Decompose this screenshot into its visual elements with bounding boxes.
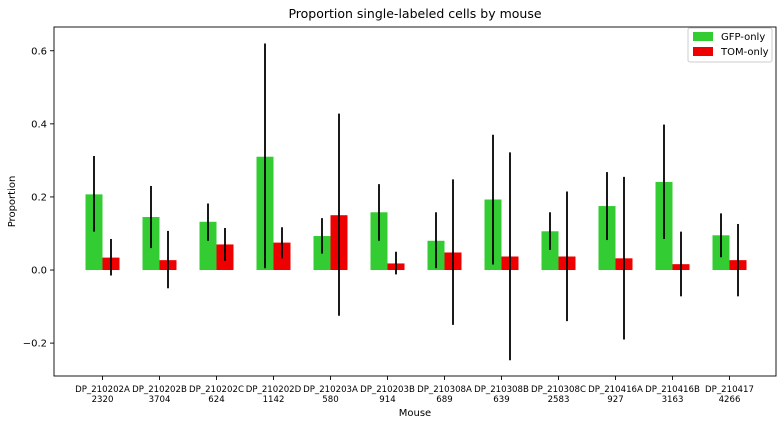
y-tick-label: 0.6: [31, 46, 47, 57]
y-tick-label: 0.4: [31, 119, 47, 130]
x-tick-label: DP_210416B: [645, 385, 700, 395]
x-tick-sublabel: 2583: [548, 395, 570, 405]
y-tick-label: 0.0: [31, 266, 47, 277]
x-tick-label: DP_210417: [705, 385, 754, 395]
x-tick-label: DP_210308A: [417, 385, 472, 395]
x-tick-label: DP_210416A: [588, 385, 643, 395]
legend: GFP-only TOM-only: [687, 27, 773, 63]
bar-gfp-only: [370, 212, 388, 271]
legend-label-tom-only: TOM-only: [720, 47, 769, 58]
x-tick-label: DP_210308C: [531, 385, 586, 395]
plot-frame: [53, 26, 777, 377]
x-tick-sublabel: 914: [379, 395, 395, 405]
errorbars-layer: [93, 43, 739, 361]
bar-gfp-only: [541, 231, 559, 271]
x-tick-label: DP_210202A: [75, 385, 130, 395]
x-tick-sublabel: 2320: [92, 395, 114, 405]
y-tick-label: −0.2: [23, 339, 47, 350]
chart-title: Proportion single-labeled cells by mouse: [288, 6, 541, 21]
legend-swatch-tom-only: [693, 47, 713, 56]
x-tick-label: DP_210203B: [360, 385, 415, 395]
bars-layer: [85, 156, 747, 271]
x-tick-label: DP_210202C: [189, 385, 244, 395]
y-tick-label: 0.2: [31, 192, 47, 203]
bar-gfp-only: [199, 221, 217, 271]
x-tick-label: DP_210203A: [303, 385, 358, 395]
x-tick-label: DP_210202D: [246, 385, 302, 395]
x-tick-sublabel: 580: [322, 395, 338, 405]
legend-label-gfp-only: GFP-only: [721, 32, 765, 43]
legend-swatch-gfp-only: [693, 32, 713, 41]
x-tick-sublabel: 4266: [719, 395, 741, 405]
x-tick-sublabel: 3704: [149, 395, 171, 405]
axes-layer: [53, 26, 777, 377]
bar-gfp-only: [85, 194, 103, 271]
x-tick-sublabel: 639: [493, 395, 509, 405]
x-tick-sublabel: 927: [607, 395, 623, 405]
y-axis-label: Proportion: [7, 176, 18, 228]
x-tick-sublabel: 624: [208, 395, 224, 405]
x-tick-label: DP_210308B: [474, 385, 529, 395]
x-tick-sublabel: 1142: [263, 395, 285, 405]
x-axis-label: Mouse: [399, 408, 431, 419]
x-tick-sublabel: 3163: [662, 395, 684, 405]
x-tick-label: DP_210202B: [132, 385, 187, 395]
x-tick-sublabel: 689: [436, 395, 452, 405]
